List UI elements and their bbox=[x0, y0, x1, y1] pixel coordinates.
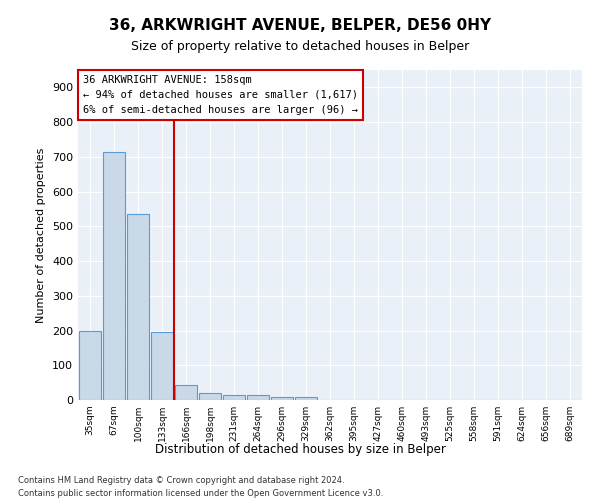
Bar bbox=[223, 395, 245, 400]
Bar bbox=[127, 214, 149, 400]
Bar bbox=[79, 330, 101, 400]
Bar bbox=[295, 396, 317, 400]
Bar bbox=[103, 152, 125, 400]
Text: 36 ARKWRIGHT AVENUE: 158sqm
← 94% of detached houses are smaller (1,617)
6% of s: 36 ARKWRIGHT AVENUE: 158sqm ← 94% of det… bbox=[83, 75, 358, 114]
Y-axis label: Number of detached properties: Number of detached properties bbox=[37, 148, 46, 322]
Bar bbox=[151, 332, 173, 400]
Bar bbox=[199, 393, 221, 400]
Text: Size of property relative to detached houses in Belper: Size of property relative to detached ho… bbox=[131, 40, 469, 53]
Bar bbox=[247, 396, 269, 400]
Text: Contains HM Land Registry data © Crown copyright and database right 2024.: Contains HM Land Registry data © Crown c… bbox=[18, 476, 344, 485]
Text: Contains public sector information licensed under the Open Government Licence v3: Contains public sector information licen… bbox=[18, 489, 383, 498]
Text: 36, ARKWRIGHT AVENUE, BELPER, DE56 0HY: 36, ARKWRIGHT AVENUE, BELPER, DE56 0HY bbox=[109, 18, 491, 32]
Bar bbox=[175, 386, 197, 400]
Text: Distribution of detached houses by size in Belper: Distribution of detached houses by size … bbox=[155, 442, 445, 456]
Bar bbox=[271, 396, 293, 400]
